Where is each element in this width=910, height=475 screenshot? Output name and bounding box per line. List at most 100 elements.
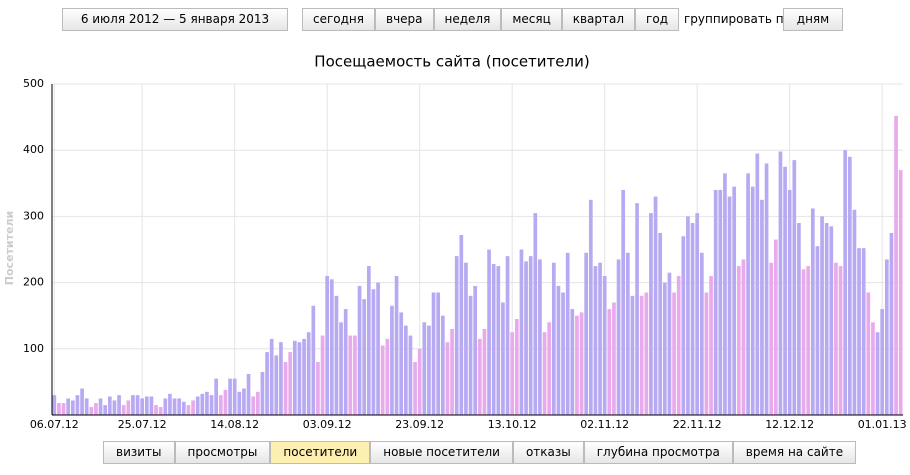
bar — [181, 401, 186, 415]
bar — [362, 299, 367, 415]
group-label: группировать по — [684, 12, 791, 26]
bar — [209, 395, 214, 415]
metric-tab[interactable]: посетители — [270, 441, 371, 464]
bar — [857, 248, 861, 415]
bar — [385, 338, 390, 415]
bar — [334, 295, 339, 415]
bar — [343, 309, 348, 415]
bar — [524, 261, 528, 415]
bar — [306, 332, 311, 415]
date-range[interactable]: 6 июля 2012 — 5 января 2013 — [62, 8, 288, 31]
bar — [112, 400, 117, 415]
bar — [403, 325, 408, 415]
bar — [561, 292, 565, 415]
group-select[interactable]: дням — [783, 8, 843, 31]
period-button[interactable]: сегодня — [302, 8, 375, 31]
bar — [297, 342, 302, 415]
bar — [570, 309, 575, 415]
bar — [852, 209, 857, 415]
metric-tab[interactable]: визиты — [103, 441, 175, 464]
x-tick-label: 02.11.12 — [580, 418, 629, 431]
bar — [482, 328, 487, 415]
bar — [501, 302, 505, 415]
y-axis-label: Посетители — [3, 211, 16, 285]
x-tick-label: 14.08.12 — [210, 418, 259, 431]
period-button[interactable]: неделя — [433, 8, 502, 31]
bar — [815, 246, 820, 415]
bar — [884, 259, 889, 415]
bar — [593, 266, 598, 415]
x-tick-label: 12.12.12 — [765, 418, 814, 431]
period-button[interactable]: вчера — [375, 8, 434, 31]
y-tick-label: 400 — [23, 143, 44, 156]
bar — [191, 400, 195, 415]
bar — [126, 400, 131, 415]
bar — [773, 239, 778, 415]
bar — [630, 295, 635, 415]
bar — [686, 216, 690, 415]
bar — [66, 398, 71, 415]
bar — [607, 309, 612, 415]
bar — [625, 252, 630, 415]
bar — [348, 335, 353, 415]
bar — [547, 322, 552, 415]
bar — [353, 335, 357, 415]
bar — [149, 396, 154, 415]
metric-tab[interactable]: просмотры — [174, 441, 271, 464]
bar — [575, 315, 579, 415]
bar — [801, 269, 806, 415]
x-tick-label: 25.07.12 — [118, 418, 167, 431]
bar — [565, 252, 570, 415]
bar — [533, 213, 538, 415]
period-buttons: сегодня вчера неделя месяц квартал год — [302, 8, 679, 31]
bar — [667, 272, 672, 415]
bar — [80, 388, 84, 415]
y-tick-label: 100 — [23, 342, 44, 355]
metric-tab[interactable]: глубина просмотра — [583, 441, 733, 464]
bar — [440, 315, 445, 415]
bar — [889, 232, 894, 415]
bar — [121, 405, 126, 415]
bar — [769, 262, 774, 415]
bar — [84, 398, 89, 415]
bar — [602, 275, 607, 415]
metric-tab[interactable]: отказы — [512, 441, 584, 464]
bar — [820, 216, 824, 415]
bar — [237, 391, 242, 415]
bar — [251, 396, 256, 415]
period-button[interactable]: месяц — [501, 8, 562, 31]
x-tick-label: 23.09.12 — [395, 418, 444, 431]
bar — [741, 259, 746, 415]
metric-tabs: визиты просмотры посетители новые посетител… — [103, 441, 857, 464]
bar — [61, 403, 66, 415]
bar — [413, 362, 417, 415]
bar — [843, 150, 848, 415]
bar — [898, 170, 903, 415]
metric-tab[interactable]: новые посетители — [370, 441, 513, 464]
bar — [75, 395, 80, 415]
bar — [732, 186, 737, 415]
bar — [339, 322, 343, 415]
bar — [107, 396, 112, 415]
bar — [366, 266, 371, 415]
bar — [718, 189, 723, 415]
bar — [200, 393, 205, 415]
y-tick-label: 500 — [23, 77, 44, 90]
bar — [205, 391, 209, 415]
bar — [649, 213, 653, 415]
bar — [829, 226, 834, 415]
bar — [824, 223, 829, 415]
bar — [117, 395, 121, 415]
metric-tab[interactable]: время на сайте — [732, 441, 857, 464]
bar — [255, 391, 260, 415]
bar — [214, 378, 219, 415]
bar — [288, 352, 293, 415]
bar — [274, 355, 279, 415]
bar — [792, 160, 797, 415]
bar — [755, 153, 760, 415]
period-button[interactable]: год — [635, 8, 679, 31]
period-button[interactable]: квартал — [561, 8, 636, 31]
bar — [644, 292, 649, 415]
bar — [556, 285, 561, 415]
bar — [709, 275, 713, 415]
